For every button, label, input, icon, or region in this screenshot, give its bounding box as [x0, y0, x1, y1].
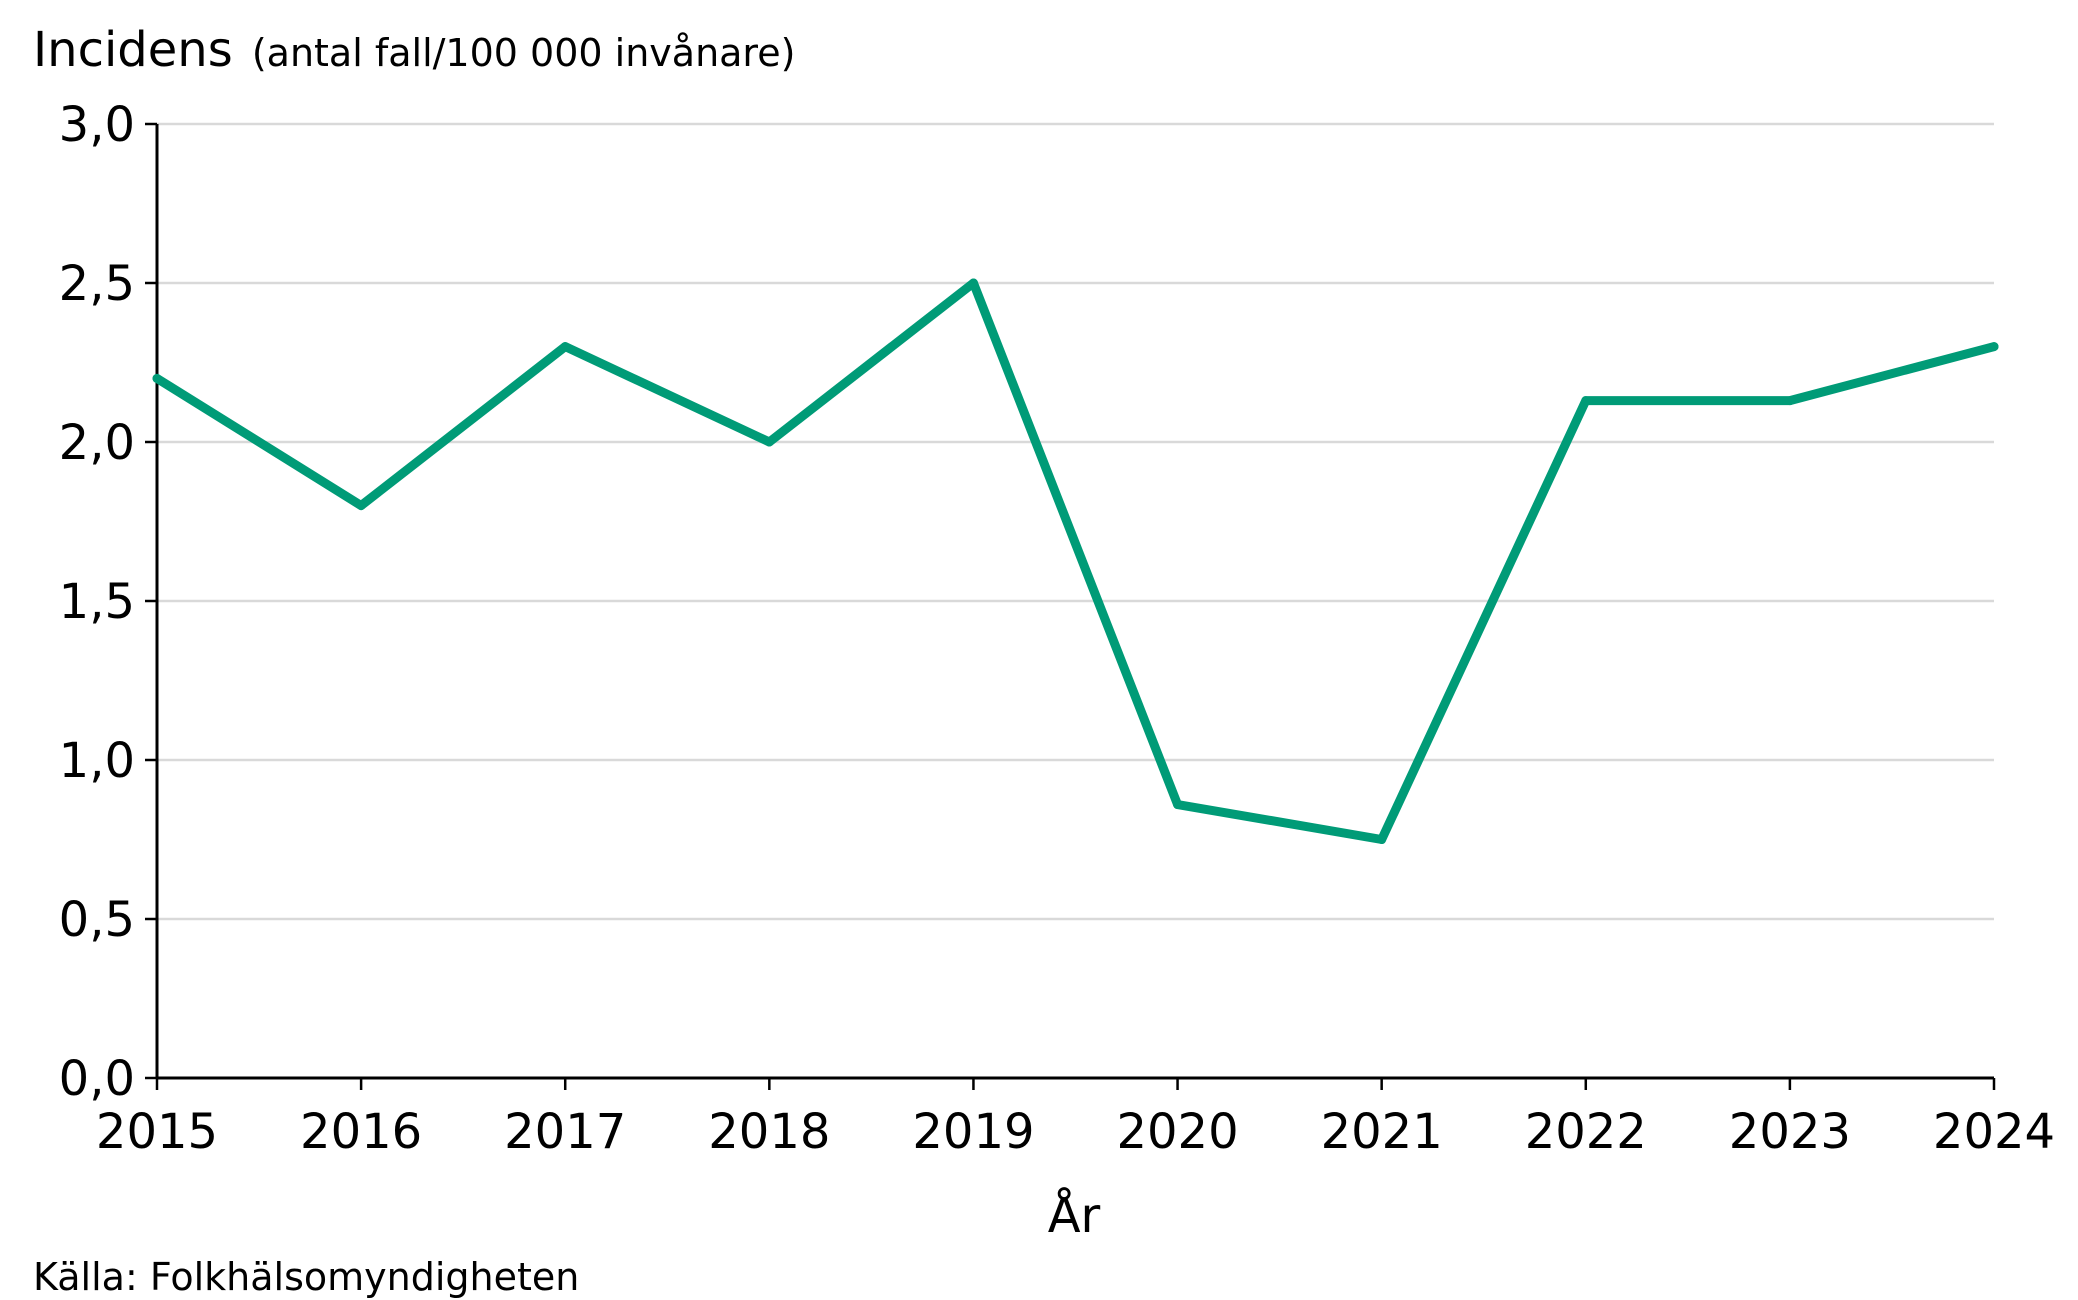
data-point — [1581, 396, 1591, 406]
gridlines — [157, 122, 1994, 921]
y-axis-title: Incidens (antal fall/100 000 invånare) — [33, 22, 795, 78]
y-tick-label: 0,5 — [59, 892, 135, 948]
data-point — [1989, 342, 1999, 352]
y-tick-label: 2,0 — [59, 415, 135, 471]
x-tick-label: 2018 — [708, 1104, 830, 1160]
x-tick-label: 2024 — [1933, 1104, 2055, 1160]
x-tick-label: 2015 — [96, 1104, 218, 1160]
y-axis-unit: (antal fall/100 000 invånare) — [252, 31, 796, 75]
x-tick-label: 2022 — [1525, 1104, 1647, 1160]
x-tick-label: 2016 — [300, 1104, 422, 1160]
data-point — [1377, 835, 1387, 844]
data-point — [1785, 396, 1795, 406]
y-axis-ticks: 0,0 0,5 1,0 1,5 2,0 2,5 3,0 — [59, 97, 157, 1107]
data-point — [152, 373, 162, 383]
data-point — [560, 342, 570, 352]
y-tick-label: 1,5 — [59, 574, 135, 630]
data-point — [356, 501, 366, 511]
source-note: Källa: Folkhälsomyndigheten — [33, 1255, 579, 1299]
y-axis-label: Incidens — [33, 22, 233, 78]
y-tick-label: 3,0 — [59, 97, 135, 153]
data-point — [1173, 800, 1183, 810]
y-tick-label: 2,5 — [59, 256, 135, 312]
x-tick-label: 2023 — [1729, 1104, 1851, 1160]
x-tick-label: 2020 — [1116, 1104, 1238, 1160]
x-axis-ticks: 2015 2016 2017 2018 2019 2020 2021 2022 2023 2024 — [96, 1078, 2055, 1160]
x-axis-label: År — [1048, 1187, 1101, 1244]
x-tick-label: 2017 — [504, 1104, 626, 1160]
data-point — [968, 278, 978, 288]
data-point — [764, 437, 774, 447]
y-tick-label: 0,0 — [59, 1051, 135, 1107]
series-line — [152, 278, 1999, 844]
series-group — [152, 278, 1999, 844]
x-tick-label: 2019 — [912, 1104, 1034, 1160]
x-tick-label: 2021 — [1321, 1104, 1443, 1160]
y-tick-label: 1,0 — [59, 733, 135, 789]
